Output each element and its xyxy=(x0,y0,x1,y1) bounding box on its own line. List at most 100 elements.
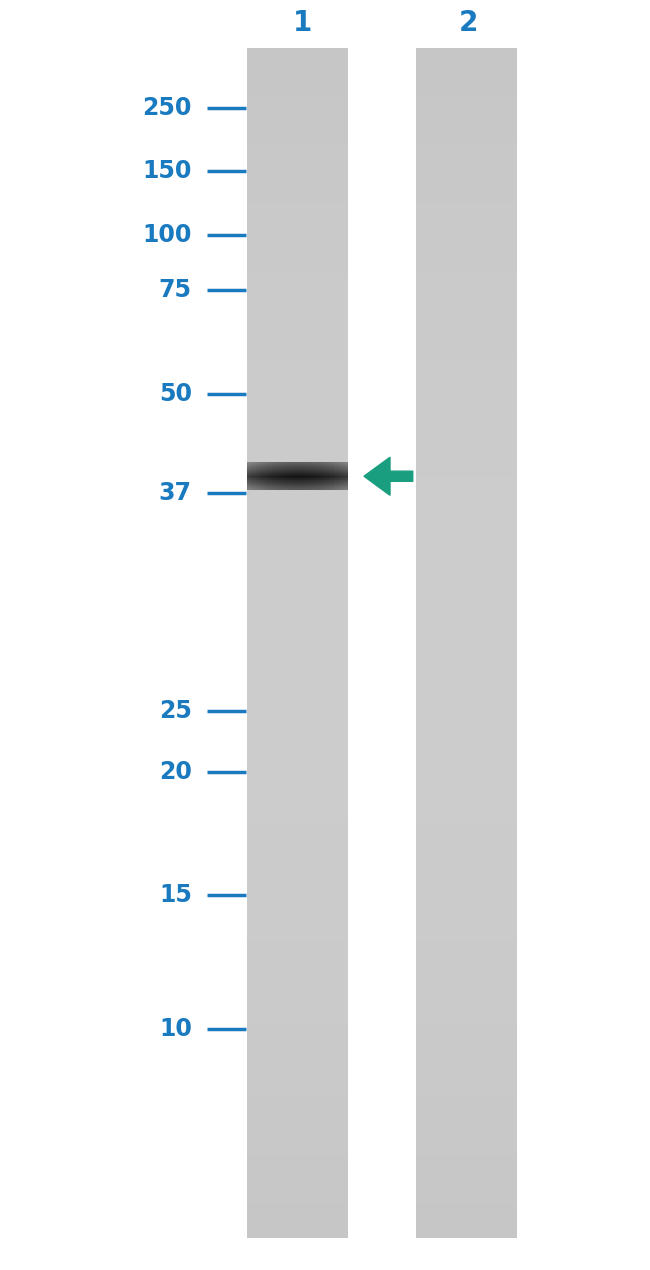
Bar xyxy=(247,691,348,702)
Bar xyxy=(416,239,517,250)
Bar xyxy=(416,108,517,119)
Bar xyxy=(247,1059,348,1072)
Bar xyxy=(416,1203,517,1214)
Bar xyxy=(416,489,517,500)
Bar xyxy=(247,525,348,536)
Bar xyxy=(416,988,517,1001)
Text: 25: 25 xyxy=(159,700,192,723)
Bar xyxy=(416,584,517,596)
Bar xyxy=(247,596,348,607)
Bar xyxy=(416,1024,517,1036)
Bar xyxy=(416,1072,517,1083)
Text: 15: 15 xyxy=(159,884,192,907)
Bar xyxy=(416,1012,517,1024)
Bar xyxy=(416,726,517,738)
Bar xyxy=(416,394,517,405)
Bar xyxy=(247,738,348,751)
Bar xyxy=(416,500,517,512)
Bar xyxy=(416,655,517,667)
Bar xyxy=(416,952,517,964)
Bar xyxy=(416,549,517,560)
Text: 1: 1 xyxy=(292,9,312,37)
Bar xyxy=(416,453,517,465)
Bar xyxy=(247,345,348,358)
Bar xyxy=(416,525,517,536)
Bar xyxy=(247,762,348,775)
Bar xyxy=(247,1072,348,1083)
Bar xyxy=(416,702,517,715)
Bar xyxy=(416,1001,517,1012)
Bar xyxy=(247,250,348,263)
Bar xyxy=(247,1167,348,1179)
Bar xyxy=(247,775,348,786)
Bar xyxy=(247,465,348,476)
Bar xyxy=(247,203,348,215)
Bar xyxy=(247,1203,348,1214)
Bar xyxy=(416,190,517,203)
Bar xyxy=(247,227,348,239)
Bar xyxy=(416,775,517,786)
Bar xyxy=(247,405,348,417)
Bar xyxy=(247,394,348,405)
Bar xyxy=(247,215,348,227)
Bar xyxy=(247,1154,348,1167)
Bar xyxy=(416,846,517,857)
Bar xyxy=(247,620,348,631)
Bar xyxy=(247,334,348,345)
Bar xyxy=(416,786,517,798)
Bar xyxy=(416,572,517,584)
Bar xyxy=(416,631,517,643)
Bar xyxy=(247,155,348,168)
Bar xyxy=(247,48,348,60)
Bar xyxy=(416,822,517,833)
Bar xyxy=(416,751,517,762)
Bar xyxy=(247,810,348,822)
Bar xyxy=(416,893,517,906)
Bar xyxy=(247,48,348,1238)
Bar xyxy=(416,370,517,381)
Bar xyxy=(416,132,517,144)
Bar xyxy=(247,1132,348,1143)
Bar xyxy=(416,1059,517,1072)
Bar xyxy=(416,334,517,345)
Text: 250: 250 xyxy=(142,97,192,119)
Bar xyxy=(247,168,348,179)
Bar xyxy=(247,607,348,620)
Bar xyxy=(416,1119,517,1132)
Bar xyxy=(416,679,517,691)
Bar xyxy=(247,84,348,95)
Bar xyxy=(247,1179,348,1191)
Bar xyxy=(247,870,348,881)
Bar xyxy=(416,833,517,846)
Bar xyxy=(416,870,517,881)
Bar xyxy=(247,1024,348,1036)
Bar xyxy=(247,429,348,441)
Bar xyxy=(416,274,517,286)
Text: 150: 150 xyxy=(142,160,192,183)
Bar xyxy=(416,441,517,453)
Bar xyxy=(416,798,517,810)
Bar xyxy=(416,155,517,168)
Bar xyxy=(416,119,517,132)
Bar xyxy=(416,691,517,702)
Bar xyxy=(247,536,348,549)
Bar xyxy=(416,536,517,549)
Bar xyxy=(247,263,348,274)
Bar xyxy=(416,250,517,263)
Bar xyxy=(416,84,517,95)
Bar xyxy=(416,60,517,72)
Bar xyxy=(247,417,348,429)
Bar xyxy=(247,476,348,489)
Bar xyxy=(247,1048,348,1059)
Bar xyxy=(247,95,348,108)
Bar xyxy=(416,215,517,227)
Text: 50: 50 xyxy=(159,382,192,405)
Bar xyxy=(416,620,517,631)
Bar xyxy=(247,512,348,525)
Bar xyxy=(247,1012,348,1024)
Bar xyxy=(416,286,517,298)
Bar xyxy=(416,227,517,239)
Bar xyxy=(247,72,348,84)
Bar xyxy=(247,941,348,952)
Bar xyxy=(416,429,517,441)
